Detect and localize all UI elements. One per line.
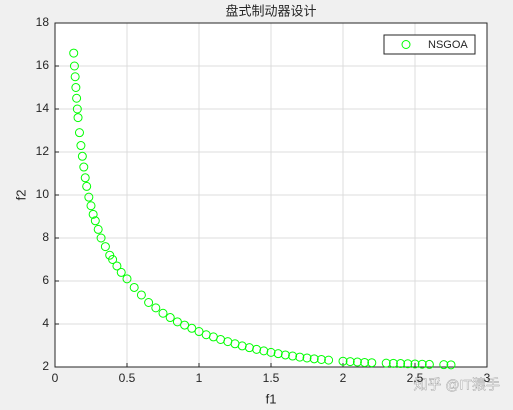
point — [158, 308, 168, 318]
point — [280, 350, 290, 360]
legend-label: NSGOA — [428, 39, 468, 51]
x-tick-label: 3 — [484, 371, 491, 385]
chart-title: 盘式制动器设计 — [225, 3, 316, 18]
point — [288, 351, 298, 361]
point — [345, 357, 355, 367]
point — [88, 209, 98, 219]
point — [108, 255, 118, 264]
point — [324, 355, 334, 365]
y-axis-label: f2 — [13, 190, 28, 201]
point — [396, 359, 406, 369]
point — [273, 349, 283, 359]
y-tick-label: 18 — [36, 15, 50, 29]
point — [122, 274, 132, 284]
point — [302, 353, 312, 363]
point — [367, 358, 377, 368]
point — [72, 104, 82, 114]
point — [381, 358, 391, 368]
y-tick-label: 14 — [36, 101, 50, 115]
point — [96, 233, 106, 243]
x-tick-label: 0.5 — [119, 371, 136, 385]
point — [266, 347, 276, 357]
point — [93, 224, 103, 234]
axes-box — [54, 22, 488, 368]
point — [417, 359, 427, 369]
y-tick-label: 2 — [42, 359, 49, 373]
x-tick-label: 0 — [52, 371, 59, 385]
point — [244, 343, 254, 353]
point — [129, 282, 139, 292]
point — [252, 344, 262, 354]
point — [79, 162, 89, 172]
point — [82, 181, 92, 191]
y-tick-label: 16 — [36, 58, 50, 72]
point — [187, 323, 197, 333]
legend-marker — [401, 40, 411, 49]
point — [69, 48, 79, 58]
point — [90, 216, 100, 226]
y-tick-label: 8 — [42, 230, 49, 244]
point — [76, 141, 86, 151]
point — [136, 290, 146, 300]
point — [151, 303, 161, 313]
point — [116, 267, 126, 277]
point — [403, 359, 413, 369]
y-tick-label: 4 — [42, 316, 49, 330]
point — [237, 341, 247, 351]
point — [70, 72, 80, 82]
point — [194, 327, 204, 337]
point — [86, 201, 96, 211]
point — [338, 356, 348, 366]
point — [388, 358, 398, 368]
point — [112, 261, 122, 271]
point — [80, 173, 90, 183]
x-axis-label: f1 — [266, 391, 277, 406]
point — [73, 113, 83, 123]
point — [74, 128, 84, 138]
point — [360, 357, 370, 367]
point — [259, 346, 269, 356]
x-tick-label: 1 — [196, 371, 203, 385]
y-tick-label: 6 — [42, 273, 49, 287]
point — [180, 320, 190, 330]
point — [144, 298, 154, 307]
point — [100, 242, 110, 252]
point — [410, 359, 420, 369]
point — [316, 354, 326, 364]
point — [77, 151, 87, 161]
legend-box — [383, 34, 476, 55]
point — [165, 313, 175, 323]
y-tick-label: 10 — [36, 187, 50, 201]
watermark: 知乎 @IT猿手 — [413, 377, 500, 393]
x-tick-label: 2.5 — [407, 371, 424, 385]
point — [439, 360, 449, 370]
point — [69, 61, 79, 71]
x-tick-label: 2 — [340, 371, 347, 385]
y-tick-label: 12 — [36, 144, 50, 158]
point — [84, 192, 94, 202]
point — [424, 359, 434, 369]
point — [71, 83, 81, 92]
point — [309, 354, 319, 364]
point — [446, 360, 456, 370]
point — [295, 352, 305, 362]
point — [172, 317, 182, 327]
x-tick-label: 1.5 — [263, 371, 280, 385]
point — [352, 357, 362, 367]
point — [72, 93, 82, 103]
